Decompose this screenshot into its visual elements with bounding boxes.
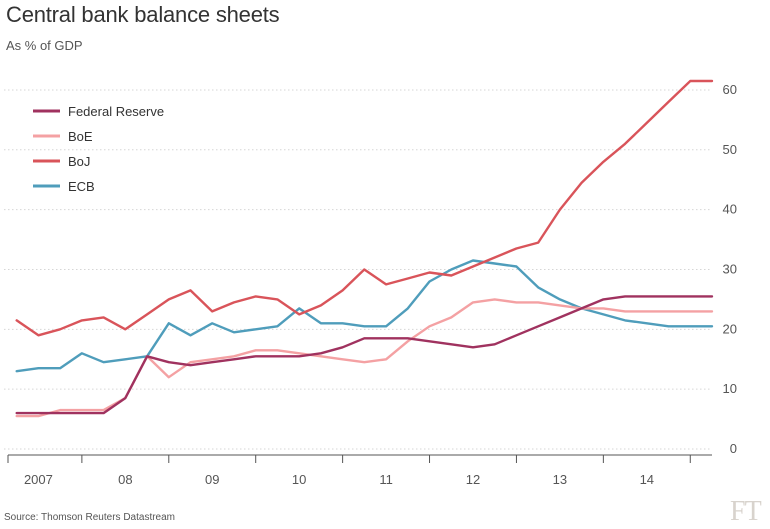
legend-label: ECB — [68, 179, 95, 194]
x-tick-label: 14 — [640, 472, 654, 487]
series-line-ecb — [15, 259, 714, 373]
series-line-boe — [15, 298, 714, 418]
y-tick-label: 50 — [723, 142, 737, 157]
series-line-federal-reserve — [15, 295, 714, 415]
legend-label: BoJ — [68, 154, 90, 169]
legend: Federal Reserve BoE BoJ ECB — [33, 104, 164, 194]
x-tick-label: 08 — [118, 472, 132, 487]
y-tick-label: 40 — [723, 202, 737, 217]
series-lines — [15, 79, 714, 418]
y-tick-label: 30 — [723, 261, 737, 276]
gridlines — [4, 89, 712, 450]
x-axis: 2007 08 09 10 11 12 13 14 — [7, 454, 712, 487]
chart-title: Central bank balance sheets — [6, 2, 280, 27]
legend-label: BoE — [68, 129, 93, 144]
x-tick-label: 12 — [466, 472, 480, 487]
y-tick-label: 10 — [723, 381, 737, 396]
x-tick-label: 11 — [379, 472, 393, 487]
x-tick-label: 2007 — [24, 472, 53, 487]
chart-subtitle: As % of GDP — [6, 38, 83, 53]
x-tick-label: 10 — [292, 472, 306, 487]
source-note: Source: Thomson Reuters Datastream — [4, 512, 176, 523]
ft-logo: FT — [730, 496, 762, 527]
y-tick-label: 60 — [723, 82, 737, 97]
legend-label: Federal Reserve — [68, 104, 164, 119]
y-tick-label: 0 — [730, 441, 737, 456]
y-axis-labels: 0 10 20 30 40 50 60 — [723, 82, 737, 456]
x-tick-label: 09 — [205, 472, 219, 487]
series-line-boj — [15, 79, 714, 337]
x-tick-label: 13 — [553, 472, 567, 487]
y-tick-label: 20 — [723, 321, 737, 336]
